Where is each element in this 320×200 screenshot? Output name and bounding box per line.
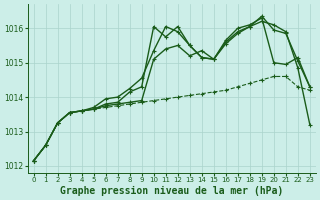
X-axis label: Graphe pression niveau de la mer (hPa): Graphe pression niveau de la mer (hPa)	[60, 186, 283, 196]
